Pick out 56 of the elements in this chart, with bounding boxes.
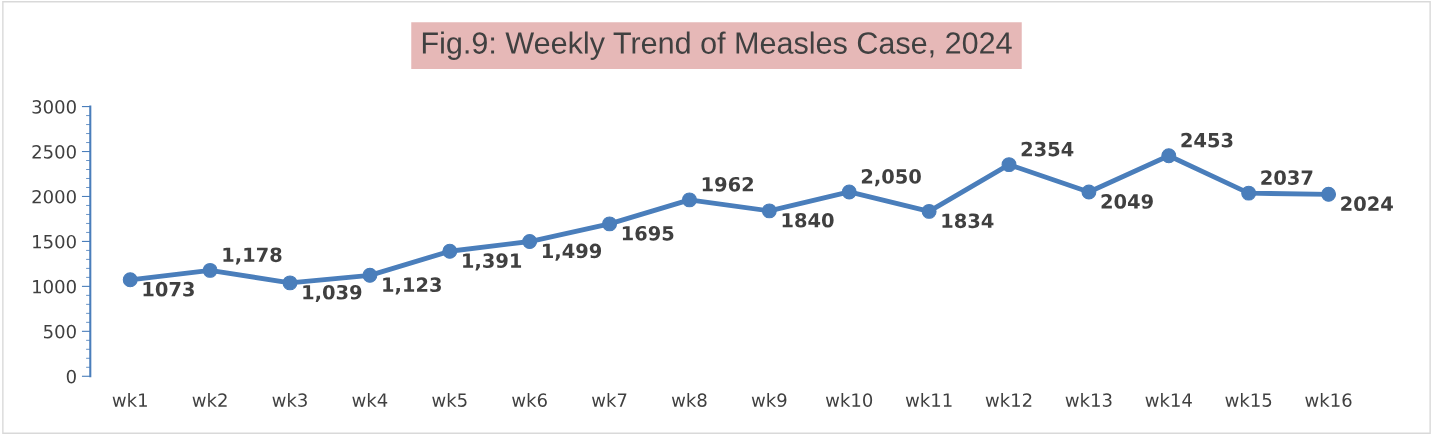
data-label: 1962 (702, 176, 753, 192)
point (1001, 157, 1017, 173)
x-tick-label: wk14 (1145, 392, 1192, 407)
data-label: 1073 (143, 281, 194, 297)
point (122, 272, 138, 288)
x-tick-label: wk12 (985, 392, 1032, 407)
data-label: 2049 (1101, 194, 1153, 209)
y-tick-label: 2000 (32, 189, 76, 204)
x-tick-label: wk2 (192, 392, 227, 407)
x-tick-label: wk6 (512, 392, 547, 407)
x-tick-label: wk4 (352, 392, 388, 407)
data-label: 1,123 (383, 277, 441, 295)
data-label: 2453 (1181, 132, 1233, 148)
x-tick-label: wk7 (591, 392, 627, 407)
data-label: 1,499 (542, 243, 602, 261)
y-tick-label: 500 (44, 324, 76, 339)
y-tick-label: 2500 (32, 144, 76, 159)
y-tick-label: 1000 (33, 279, 76, 294)
y-tick-label: 1500 (33, 234, 76, 249)
x-tick-label: wk3 (272, 392, 307, 407)
point (522, 234, 538, 249)
x-tick-label: wk15 (1225, 392, 1272, 407)
point (282, 275, 298, 291)
y-tick-label: 0 (66, 369, 76, 384)
x-tick-label: wk8 (671, 392, 707, 407)
point (1081, 184, 1097, 200)
data-label: 1834 (942, 213, 994, 229)
chart-title: Fig.9: Weekly Trend of Measles Case, 2024 (422, 31, 1012, 60)
point (202, 262, 218, 278)
x-tick-label: wk5 (432, 392, 467, 407)
data-label: 1,039 (303, 284, 362, 303)
data-label: 1,391 (463, 253, 522, 271)
data-label: 2037 (1261, 170, 1313, 185)
point (442, 243, 458, 259)
data-label: 2024 (1341, 196, 1393, 212)
data-label: 1,178 (223, 247, 282, 265)
x-tick-label: wk10 (825, 392, 873, 407)
data-label: 2,050 (861, 169, 921, 187)
x-tick-label: wk11 (905, 392, 952, 407)
x-tick-label: wk1 (112, 392, 147, 407)
data-label: 1695 (622, 225, 674, 241)
data-label: 1840 (782, 212, 834, 228)
point (1241, 185, 1257, 201)
point (602, 216, 618, 232)
point (921, 203, 937, 219)
x-tick-label: wk16 (1305, 392, 1352, 407)
x-tick-label: wk13 (1065, 392, 1112, 407)
y-tick-label: 3000 (32, 100, 76, 114)
point (761, 203, 777, 219)
point (841, 184, 857, 200)
point (1161, 148, 1177, 164)
data-label: 2354 (1021, 141, 1074, 157)
point (1321, 186, 1337, 202)
point (681, 192, 697, 208)
point (362, 267, 378, 283)
x-tick-label: wk9 (751, 392, 787, 407)
